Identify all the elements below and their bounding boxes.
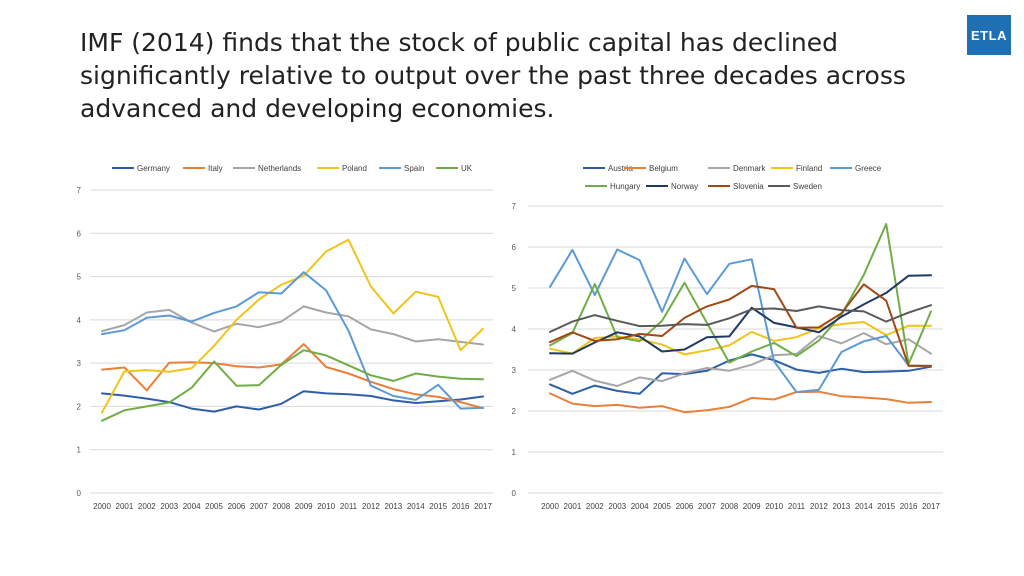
series-line-hungary (549, 223, 932, 365)
x-tick-label: 2007 (250, 502, 268, 511)
legend-label: Norway (671, 182, 698, 191)
x-tick-label: 2005 (205, 502, 223, 511)
y-tick-label: 2 (512, 407, 517, 416)
x-tick-label: 2014 (407, 502, 425, 511)
gridlines (528, 205, 943, 494)
series-line-slovenia (549, 283, 932, 367)
x-tick-label: 2003 (160, 502, 178, 511)
series-line-denmark (549, 332, 932, 387)
x-tick-label: 2009 (295, 502, 313, 511)
x-tick-label: 2006 (676, 502, 694, 511)
y-tick-label: 4 (512, 325, 517, 334)
legend-label: Hungary (610, 182, 640, 191)
x-tick-label: 2008 (720, 502, 738, 511)
series-line-greece (549, 248, 932, 394)
x-tick-label: 2011 (788, 502, 806, 511)
y-tick-label: 4 (77, 316, 82, 325)
y-tick-label: 6 (77, 229, 82, 238)
x-tick-label: 2000 (541, 502, 559, 511)
series-line-italy (101, 343, 484, 410)
x-tick-label: 2016 (900, 502, 918, 511)
legend-label: Belgium (649, 164, 678, 173)
x-tick-label: 2002 (138, 502, 156, 511)
y-tick-label: 6 (512, 243, 517, 252)
y-tick-label: 2 (77, 402, 82, 411)
x-tick-label: 2012 (810, 502, 828, 511)
series-line-belgium (549, 390, 932, 414)
x-tick-label: 2015 (429, 502, 447, 511)
y-tick-label: 0 (512, 489, 517, 498)
y-tick-label: 5 (512, 284, 517, 293)
etla-logo: ETLA (967, 15, 1011, 55)
series-line-spain (101, 271, 484, 410)
series-line-finland (549, 321, 932, 356)
series-line-netherlands (101, 305, 484, 346)
x-tick-label: 2001 (116, 502, 134, 511)
y-tick-label: 3 (77, 359, 82, 368)
x-tick-label: 2012 (362, 502, 380, 511)
legend-label: Poland (342, 164, 367, 173)
x-tick-label: 2007 (698, 502, 716, 511)
legend-label: Spain (404, 164, 424, 173)
series-line-norway (549, 274, 932, 355)
y-tick-label: 1 (77, 446, 82, 455)
y-tick-label: 0 (77, 489, 82, 498)
x-tick-label: 2004 (183, 502, 201, 511)
legend: Germany Italy Netherlands Poland Spain UK (112, 164, 473, 173)
legend-label: Denmark (733, 164, 766, 173)
series-line-austria (549, 353, 932, 395)
legend-label: Greece (855, 164, 882, 173)
y-tick-label: 5 (77, 273, 82, 282)
x-tick-label: 2010 (765, 502, 783, 511)
x-tick-label: 2003 (608, 502, 626, 511)
x-tick-label: 2008 (272, 502, 290, 511)
legend: Austria Belgium Denmark Finland Greece Hungar… (583, 164, 882, 191)
x-tick-label: 2016 (452, 502, 470, 511)
x-tick-label: 2006 (228, 502, 246, 511)
x-tick-label: 2009 (743, 502, 761, 511)
series-line-sweden (549, 304, 932, 333)
x-tick-label: 2005 (653, 502, 671, 511)
legend-label: Finland (796, 164, 822, 173)
x-tick-label: 2017 (922, 502, 940, 511)
series-line-germany (101, 390, 484, 413)
x-tick-label: 2013 (384, 502, 402, 511)
legend-label: Italy (208, 164, 223, 173)
legend-label: Austria (608, 164, 633, 173)
x-tick-label: 2011 (340, 502, 358, 511)
legend-label: Netherlands (258, 164, 301, 173)
y-tick-label: 1 (512, 448, 517, 457)
series-line-poland (101, 238, 484, 414)
legend-label: Slovenia (733, 182, 764, 191)
y-tick-label: 7 (512, 202, 517, 211)
x-tick-label: 2000 (93, 502, 111, 511)
y-tick-label: 7 (77, 186, 82, 195)
legend-label: Sweden (793, 182, 822, 191)
y-tick-label: 3 (512, 366, 517, 375)
x-tick-label: 2002 (586, 502, 604, 511)
slide-title: IMF (2014) finds that the stock of publi… (80, 28, 906, 123)
x-tick-label: 2017 (474, 502, 492, 511)
series-line-uk (101, 349, 484, 422)
x-tick-label: 2010 (317, 502, 335, 511)
x-tick-label: 2015 (877, 502, 895, 511)
x-tick-label: 2013 (832, 502, 850, 511)
x-tick-label: 2014 (855, 502, 873, 511)
x-tick-label: 2004 (631, 502, 649, 511)
x-tick-label: 2001 (564, 502, 582, 511)
legend-label: Germany (137, 164, 170, 173)
legend-label: UK (461, 164, 473, 173)
gridlines (90, 189, 493, 494)
